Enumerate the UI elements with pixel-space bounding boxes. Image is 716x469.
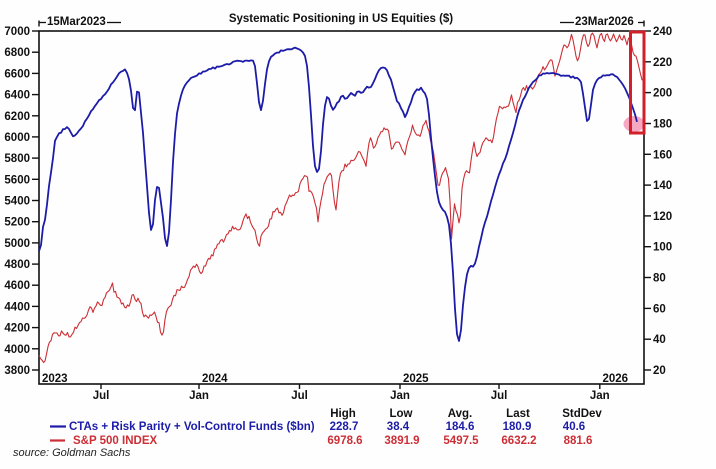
svg-text:Last: Last — [506, 408, 530, 420]
svg-text:38.4: 38.4 — [387, 421, 410, 433]
svg-text:5400: 5400 — [4, 196, 30, 208]
svg-text:228.7: 228.7 — [330, 421, 359, 433]
svg-text:source: Goldman Sachs: source: Goldman Sachs — [13, 447, 131, 459]
svg-text:Jan: Jan — [189, 390, 209, 402]
svg-text:6632.2: 6632.2 — [501, 435, 536, 447]
svg-text:40.6: 40.6 — [563, 421, 585, 433]
svg-text:Jan: Jan — [390, 390, 410, 402]
svg-text:S&P 500 INDEX: S&P 500 INDEX — [73, 435, 157, 447]
svg-text:3891.9: 3891.9 — [384, 435, 419, 447]
svg-text:184.6: 184.6 — [446, 421, 475, 433]
svg-text:StdDev: StdDev — [562, 408, 602, 420]
svg-text:6200: 6200 — [4, 111, 30, 123]
svg-text:CTAs + Risk Parity + Vol-Contr: CTAs + Risk Parity + Vol-Control Funds (… — [69, 421, 315, 433]
svg-text:2026: 2026 — [603, 373, 629, 385]
svg-text:4200: 4200 — [4, 323, 30, 335]
svg-text:7000: 7000 — [4, 26, 30, 38]
svg-text:881.6: 881.6 — [564, 435, 593, 447]
svg-text:5800: 5800 — [4, 153, 30, 165]
svg-text:180: 180 — [653, 119, 672, 131]
svg-text:40: 40 — [653, 334, 666, 346]
svg-text:200: 200 — [653, 88, 672, 100]
svg-text:Avg.: Avg. — [448, 408, 473, 420]
svg-text:5000: 5000 — [4, 238, 30, 250]
svg-text:220: 220 — [653, 57, 672, 69]
svg-text:4400: 4400 — [4, 301, 30, 313]
svg-text:Jan: Jan — [590, 390, 610, 402]
svg-text:3800: 3800 — [4, 365, 30, 377]
svg-text:180.9: 180.9 — [503, 421, 532, 433]
svg-text:High: High — [330, 408, 356, 420]
svg-text:100: 100 — [653, 242, 672, 254]
svg-text:5600: 5600 — [4, 174, 30, 186]
svg-text:6600: 6600 — [4, 68, 30, 80]
svg-text:4600: 4600 — [4, 280, 30, 292]
svg-text:2023: 2023 — [42, 373, 68, 385]
svg-text:6800: 6800 — [4, 47, 30, 59]
svg-text:2024: 2024 — [202, 373, 228, 385]
svg-text:140: 140 — [653, 180, 672, 192]
svg-text:Low: Low — [390, 408, 413, 420]
svg-text:160: 160 — [653, 149, 672, 161]
svg-text:4800: 4800 — [4, 259, 30, 271]
svg-text:15Mar2023: 15Mar2023 — [47, 16, 106, 28]
svg-text:Jul: Jul — [291, 390, 308, 402]
svg-text:5497.5: 5497.5 — [443, 435, 479, 447]
svg-text:2025: 2025 — [403, 373, 429, 385]
svg-text:20: 20 — [653, 365, 666, 377]
svg-text:Systematic Positioning in US E: Systematic Positioning in US Equities ($… — [229, 13, 453, 25]
svg-text:Jul: Jul — [491, 390, 508, 402]
svg-text:240: 240 — [653, 26, 672, 38]
svg-text:80: 80 — [653, 273, 666, 285]
svg-text:6978.6: 6978.6 — [327, 435, 362, 447]
svg-text:120: 120 — [653, 211, 672, 223]
svg-text:60: 60 — [653, 303, 666, 315]
svg-text:6400: 6400 — [4, 90, 30, 102]
svg-text:23Mar2026: 23Mar2026 — [575, 16, 634, 28]
svg-text:Jul: Jul — [93, 390, 110, 402]
svg-text:6000: 6000 — [4, 132, 30, 144]
svg-text:4000: 4000 — [4, 344, 30, 356]
svg-text:5200: 5200 — [4, 217, 30, 229]
